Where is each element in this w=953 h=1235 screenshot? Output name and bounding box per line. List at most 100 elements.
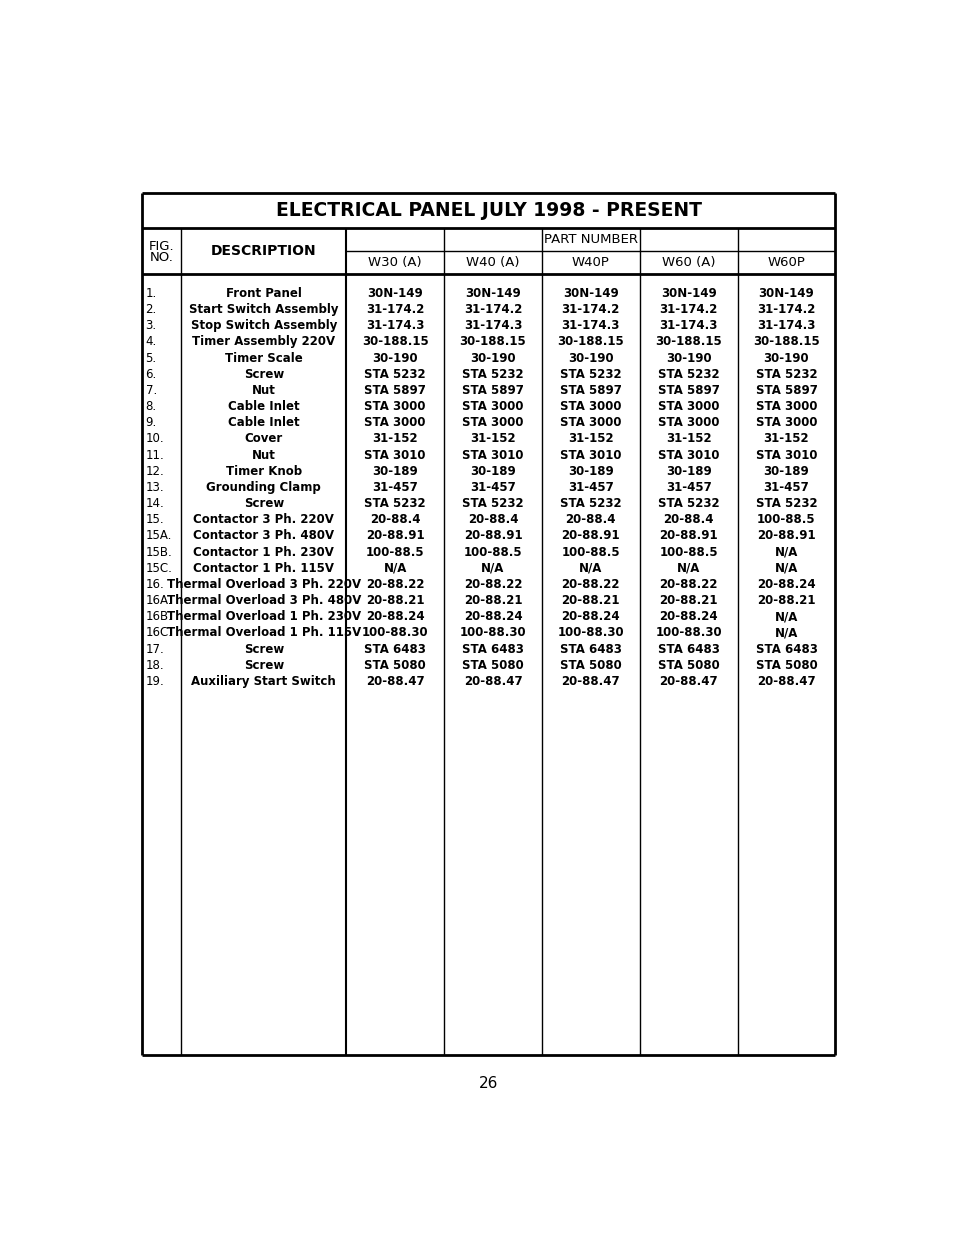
Text: Contactor 1 Ph. 115V: Contactor 1 Ph. 115V bbox=[193, 562, 334, 574]
Text: W30 (A): W30 (A) bbox=[368, 257, 421, 269]
Text: 17.: 17. bbox=[146, 642, 164, 656]
Text: STA 5232: STA 5232 bbox=[462, 368, 523, 380]
Text: STA 5232: STA 5232 bbox=[755, 496, 817, 510]
Text: STA 3010: STA 3010 bbox=[559, 448, 621, 462]
Text: 20-88.21: 20-88.21 bbox=[366, 594, 424, 608]
Text: 20-88.4: 20-88.4 bbox=[565, 514, 616, 526]
Text: N/A: N/A bbox=[383, 562, 407, 574]
Text: 100-88.5: 100-88.5 bbox=[366, 546, 424, 558]
Text: Start Switch Assembly: Start Switch Assembly bbox=[189, 303, 338, 316]
Text: N/A: N/A bbox=[774, 626, 798, 640]
Text: 5.: 5. bbox=[146, 352, 156, 364]
Text: 30-189: 30-189 bbox=[762, 464, 808, 478]
Text: STA 3000: STA 3000 bbox=[559, 416, 621, 430]
Text: 31-174.2: 31-174.2 bbox=[366, 303, 424, 316]
Text: 10.: 10. bbox=[146, 432, 164, 446]
Text: Thermal Overload 1 Ph. 115V: Thermal Overload 1 Ph. 115V bbox=[167, 626, 360, 640]
Text: STA 5080: STA 5080 bbox=[364, 658, 426, 672]
Text: 16B.: 16B. bbox=[146, 610, 172, 624]
Text: 20-88.22: 20-88.22 bbox=[366, 578, 424, 590]
Text: 30N-149: 30N-149 bbox=[562, 287, 618, 300]
Text: Contactor 3 Ph. 220V: Contactor 3 Ph. 220V bbox=[193, 514, 334, 526]
Text: 20-88.21: 20-88.21 bbox=[757, 594, 815, 608]
Text: 100-88.5: 100-88.5 bbox=[659, 546, 718, 558]
Text: STA 6483: STA 6483 bbox=[461, 642, 523, 656]
Text: 100-88.5: 100-88.5 bbox=[561, 546, 619, 558]
Text: 30-188.15: 30-188.15 bbox=[655, 336, 721, 348]
Text: STA 5232: STA 5232 bbox=[658, 496, 719, 510]
Text: 30N-149: 30N-149 bbox=[758, 287, 814, 300]
Text: Timer Assembly 220V: Timer Assembly 220V bbox=[192, 336, 335, 348]
Text: 31-174.3: 31-174.3 bbox=[366, 319, 424, 332]
Text: 31-152: 31-152 bbox=[372, 432, 417, 446]
Text: STA 5897: STA 5897 bbox=[755, 384, 817, 396]
Text: 11.: 11. bbox=[146, 448, 164, 462]
Text: 20-88.91: 20-88.91 bbox=[463, 530, 522, 542]
Text: 13.: 13. bbox=[146, 480, 164, 494]
Text: 31-457: 31-457 bbox=[762, 480, 808, 494]
Text: 8.: 8. bbox=[146, 400, 156, 412]
Text: 31-174.3: 31-174.3 bbox=[659, 319, 717, 332]
Text: 20-88.47: 20-88.47 bbox=[561, 674, 619, 688]
Text: 3.: 3. bbox=[146, 319, 156, 332]
Text: 20-88.22: 20-88.22 bbox=[463, 578, 521, 590]
Text: STA 5897: STA 5897 bbox=[657, 384, 719, 396]
Text: Front Panel: Front Panel bbox=[226, 287, 301, 300]
Text: 16.: 16. bbox=[146, 578, 164, 590]
Text: 31-174.3: 31-174.3 bbox=[561, 319, 619, 332]
Text: 20-88.24: 20-88.24 bbox=[757, 578, 815, 590]
Text: Cable Inlet: Cable Inlet bbox=[228, 400, 299, 412]
Text: 20-88.91: 20-88.91 bbox=[659, 530, 718, 542]
Text: 20-88.91: 20-88.91 bbox=[561, 530, 619, 542]
Text: 16C.: 16C. bbox=[146, 626, 172, 640]
Text: 30-188.15: 30-188.15 bbox=[361, 336, 428, 348]
Text: 7.: 7. bbox=[146, 384, 156, 396]
Text: 30N-149: 30N-149 bbox=[465, 287, 520, 300]
Text: 100-88.5: 100-88.5 bbox=[757, 514, 815, 526]
Text: 12.: 12. bbox=[146, 464, 164, 478]
Text: Grounding Clamp: Grounding Clamp bbox=[206, 480, 321, 494]
Text: STA 5232: STA 5232 bbox=[755, 368, 817, 380]
Text: STA 5232: STA 5232 bbox=[364, 496, 426, 510]
Text: STA 3000: STA 3000 bbox=[364, 416, 426, 430]
Text: STA 3000: STA 3000 bbox=[755, 416, 817, 430]
Text: 31-174.2: 31-174.2 bbox=[463, 303, 521, 316]
Text: 20-88.24: 20-88.24 bbox=[561, 610, 619, 624]
Text: 20-88.47: 20-88.47 bbox=[757, 674, 815, 688]
Text: 30-189: 30-189 bbox=[470, 464, 516, 478]
Text: 20-88.24: 20-88.24 bbox=[659, 610, 718, 624]
Text: 16A.: 16A. bbox=[146, 594, 172, 608]
Text: N/A: N/A bbox=[481, 562, 504, 574]
Text: 31-152: 31-152 bbox=[567, 432, 613, 446]
Text: 20-88.91: 20-88.91 bbox=[366, 530, 424, 542]
Text: STA 3010: STA 3010 bbox=[364, 448, 426, 462]
Text: Thermal Overload 1 Ph. 230V: Thermal Overload 1 Ph. 230V bbox=[167, 610, 360, 624]
Text: 31-457: 31-457 bbox=[567, 480, 613, 494]
Text: 30-190: 30-190 bbox=[567, 352, 613, 364]
Text: STA 3000: STA 3000 bbox=[462, 416, 523, 430]
Text: Thermal Overload 3 Ph. 480V: Thermal Overload 3 Ph. 480V bbox=[167, 594, 360, 608]
Text: 20-88.4: 20-88.4 bbox=[662, 514, 713, 526]
Text: STA 3010: STA 3010 bbox=[462, 448, 523, 462]
Text: 18.: 18. bbox=[146, 658, 164, 672]
Text: 15.: 15. bbox=[146, 514, 164, 526]
Text: 31-457: 31-457 bbox=[665, 480, 711, 494]
Text: DESCRIPTION: DESCRIPTION bbox=[211, 245, 316, 258]
Text: 15C.: 15C. bbox=[146, 562, 172, 574]
Text: 31-457: 31-457 bbox=[470, 480, 516, 494]
Text: 20-88.22: 20-88.22 bbox=[659, 578, 718, 590]
Text: 31-174.3: 31-174.3 bbox=[463, 319, 521, 332]
Text: 30-189: 30-189 bbox=[372, 464, 417, 478]
Text: Contactor 1 Ph. 230V: Contactor 1 Ph. 230V bbox=[193, 546, 334, 558]
Text: STA 6483: STA 6483 bbox=[755, 642, 817, 656]
Text: 30-189: 30-189 bbox=[665, 464, 711, 478]
Text: STA 3000: STA 3000 bbox=[755, 400, 817, 412]
Text: STA 3010: STA 3010 bbox=[755, 448, 817, 462]
Text: STA 5080: STA 5080 bbox=[559, 658, 621, 672]
Text: STA 5232: STA 5232 bbox=[364, 368, 426, 380]
Text: 20-88.47: 20-88.47 bbox=[463, 674, 522, 688]
Text: STA 5897: STA 5897 bbox=[364, 384, 426, 396]
Text: W40 (A): W40 (A) bbox=[466, 257, 519, 269]
Text: 100-88.30: 100-88.30 bbox=[361, 626, 428, 640]
Text: Screw: Screw bbox=[243, 642, 284, 656]
